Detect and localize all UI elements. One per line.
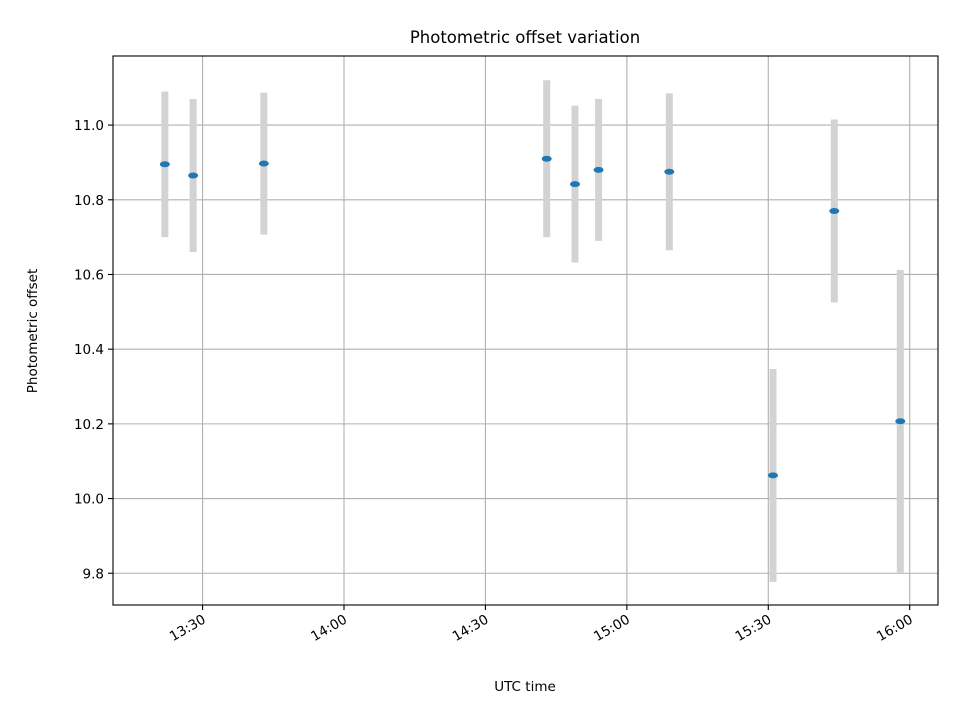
x-axis-label: UTC time <box>494 679 556 695</box>
data-point <box>664 168 675 175</box>
x-tick-label: 16:00 <box>874 612 916 645</box>
data-point <box>570 181 580 188</box>
data-point <box>541 155 552 162</box>
y-tick-label: 10.0 <box>74 492 104 508</box>
x-tick-label: 14:00 <box>308 612 350 645</box>
data-point <box>829 207 840 214</box>
chart-title: Photometric offset variation <box>410 28 640 47</box>
data-points <box>159 155 906 479</box>
grid <box>113 56 938 605</box>
y-axis-label: Photometric offset <box>25 269 41 393</box>
x-tick-label: 15:30 <box>733 612 775 645</box>
y-tick-label: 10.6 <box>74 267 104 283</box>
x-axis-ticks: 13:30 14:00 14:30 15:00 15:30 16:00 <box>167 605 916 645</box>
x-tick-label: 14:30 <box>450 612 492 645</box>
plot-frame <box>112 55 939 606</box>
data-point <box>593 166 604 173</box>
data-point <box>258 160 269 167</box>
y-tick-label: 10.4 <box>74 342 104 358</box>
data-point <box>188 172 199 179</box>
y-tick-label: 9.8 <box>83 566 104 582</box>
y-tick-label: 10.2 <box>74 417 104 433</box>
error-bars <box>161 80 904 582</box>
x-tick-label: 13:30 <box>167 612 209 645</box>
y-tick-label: 11.0 <box>74 118 104 134</box>
x-tick-label: 15:00 <box>591 612 633 645</box>
data-point <box>768 472 778 479</box>
data-point <box>895 418 906 425</box>
y-tick-label: 10.8 <box>74 193 104 209</box>
y-axis-ticks: 9.8 10.0 10.2 10.4 10.6 10.8 11.0 <box>74 118 113 582</box>
data-point <box>159 161 170 168</box>
